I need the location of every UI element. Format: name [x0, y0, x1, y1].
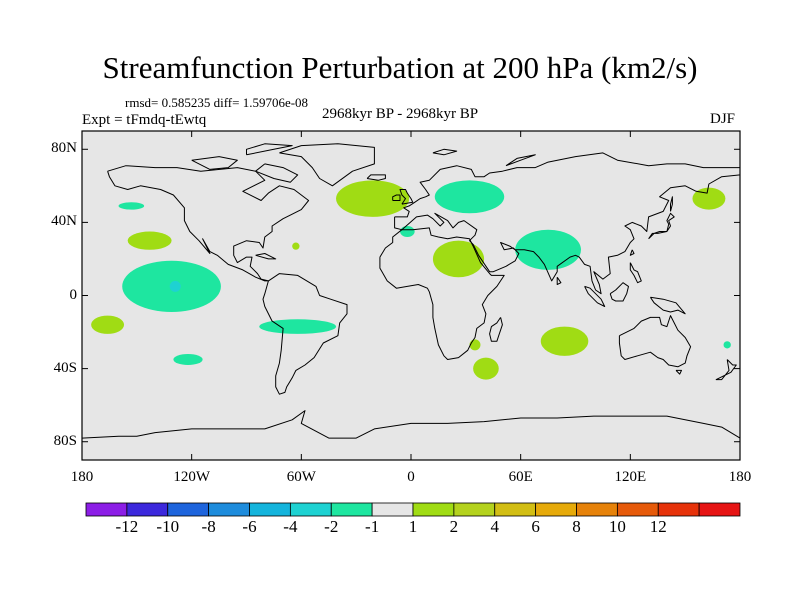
colorbar-box	[576, 502, 618, 517]
colorbar-box	[289, 502, 332, 517]
anomaly-south-america-negative	[259, 319, 337, 334]
x-tick-label: 60E	[508, 469, 533, 485]
coastline-iceland	[366, 174, 386, 181]
anomaly-north-africa-positive	[432, 240, 485, 278]
x-tick-label: 120E	[614, 469, 647, 485]
experiment-label: Expt = tFmdq-tEwtq	[82, 112, 207, 128]
coastline-north-america	[107, 165, 310, 282]
anomaly-south-pacific-small-negative	[173, 353, 203, 365]
colorbar-label: 1	[408, 517, 418, 536]
colorbar-label: -8	[201, 517, 216, 536]
y-tick-label: 40N	[51, 213, 77, 230]
colorbar-label: 4	[490, 517, 500, 536]
anomaly-alaska-gulf-negative	[118, 202, 145, 210]
anomaly-indian-ocean-positive	[540, 326, 589, 356]
x-tick-label: 0	[407, 469, 415, 485]
anomaly-atlantic-small-positive	[292, 242, 300, 250]
anomaly-europe-negative	[434, 180, 505, 214]
colorbar-box	[371, 502, 414, 517]
coastline-australia	[618, 315, 692, 368]
anomaly-mediterranean-negative	[400, 226, 415, 238]
coastline-svalbard	[432, 148, 458, 156]
colorbar-box	[453, 502, 496, 517]
anomaly-southern-africa-positive	[473, 357, 499, 380]
colorbar-box	[698, 502, 741, 517]
coastline-sakhalin	[670, 196, 673, 212]
colorbar-label: 6	[531, 517, 540, 536]
colorbar-box	[616, 502, 659, 517]
coastline-borneo	[609, 282, 629, 302]
y-tick-label: 40S	[53, 359, 77, 376]
colorbar-label: -12	[115, 517, 139, 536]
coastline-layer	[81, 143, 741, 439]
colorbar-label: 2	[449, 517, 459, 536]
coastline-ireland	[392, 194, 401, 201]
coastline-japan	[648, 212, 675, 240]
colorbar-box	[494, 502, 537, 517]
chart-title: Streamfunction Perturbation at 200 hPa (…	[102, 50, 698, 85]
x-tick-label: 60W	[286, 469, 316, 485]
x-tick-label: 180	[70, 469, 94, 485]
anomaly-south-asia-negative	[515, 229, 581, 270]
anomaly-tasman-negative	[723, 341, 731, 349]
colorbar-label: -2	[324, 517, 339, 536]
colorbar-box	[330, 502, 373, 517]
y-tick-label: 0	[69, 286, 78, 303]
coastline-greenland	[279, 143, 375, 187]
coastline-new-guinea	[649, 296, 686, 315]
anomaly-north-pacific-east-positive	[692, 187, 726, 210]
period-label: 2968kyr BP - 2968kyr BP	[322, 106, 479, 122]
statistics-label: rmsd= 0.585235 diff= 1.59706e-08	[125, 95, 309, 110]
colorbar-box	[208, 502, 250, 517]
colorbar-box	[412, 502, 455, 517]
anomaly-madagascar-positive	[469, 339, 481, 351]
coastline-taiwan	[629, 249, 635, 256]
coastline-sumatra	[584, 285, 606, 307]
coastline-great-britain	[399, 189, 414, 205]
coastline-antarctica	[81, 410, 741, 439]
colorbar-label: 12	[649, 517, 667, 536]
anomaly-tropical-pacific-core-negative	[169, 280, 181, 292]
coastline-sri-lanka	[556, 276, 562, 285]
colorbar-box	[126, 502, 169, 517]
coastline-ellesmere	[246, 143, 293, 156]
coastline-novaya-zemlya	[505, 154, 536, 167]
x-tick-label: 120W	[173, 469, 210, 485]
season-label: DJF	[710, 111, 736, 127]
colorbar-label: -1	[365, 517, 380, 536]
anomaly-layer	[91, 180, 731, 380]
colorbar-box	[657, 502, 700, 517]
colorbar-label: -6	[242, 517, 257, 536]
colorbar-label: -10	[156, 517, 180, 536]
colorbar-label: 10	[608, 517, 626, 536]
y-tick-label: 80S	[53, 432, 77, 449]
x-tick-label: 180	[728, 469, 752, 485]
colorbar-label: 8	[572, 517, 581, 536]
coastline-philippines	[629, 262, 642, 284]
coastline-tasmania	[675, 369, 682, 375]
coastline-africa	[379, 227, 505, 360]
anomaly-south-pacific-positive	[91, 315, 125, 334]
colorbar-box	[249, 502, 291, 517]
coastline-madagascar	[489, 317, 503, 342]
y-tick-label: 80N	[51, 140, 77, 157]
coastline-arctic-archipelago	[191, 156, 238, 170]
colorbar-label: -4	[283, 517, 298, 536]
colorbar-box	[167, 502, 210, 517]
colorbar-box	[85, 502, 128, 517]
coastline-south-america	[262, 273, 348, 395]
anomaly-east-pacific-positive	[127, 231, 172, 250]
colorbar-box	[535, 502, 577, 517]
tick-marks	[81, 131, 741, 460]
coastline-cuba	[255, 253, 277, 260]
coastline-new-zealand	[715, 359, 737, 381]
colorbar	[85, 502, 741, 517]
anomaly-north-atlantic-positive	[336, 180, 410, 217]
coastline-baffin	[255, 163, 299, 183]
